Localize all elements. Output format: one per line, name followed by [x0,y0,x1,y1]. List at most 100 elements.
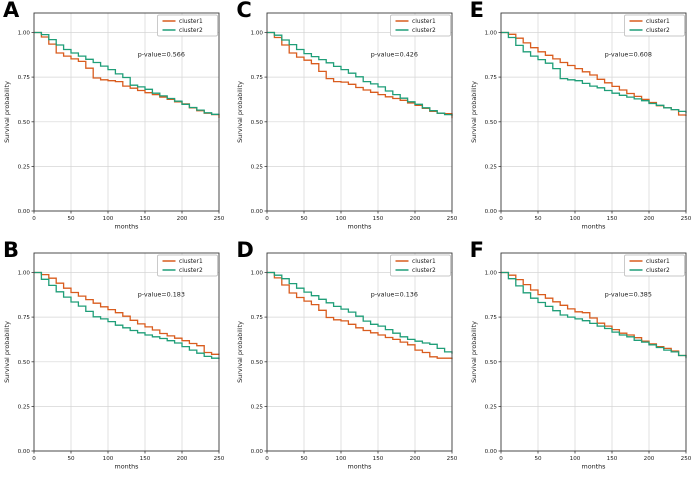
cluster2-curve [500,31,687,114]
y-tick-label: 0.25 [18,164,31,170]
y-tick-label: 1.00 [484,31,497,37]
tick-marks [31,272,220,454]
legend: cluster1 cluster2 [390,254,452,277]
cluster1-curve [500,271,687,357]
y-tick-label: 0.50 [18,120,31,126]
km-panel-A: A 0.00 0.25 0.50 0.75 1.00 0 50 100 150 200 250 mont… [0,0,233,240]
x-axis-label: months [581,462,606,470]
axes-box [266,12,453,212]
y-tick-label: 0.25 [251,404,264,410]
y-axis-label: Survival probability [3,81,11,143]
x-tick-label: 50 [67,456,75,462]
legend-label-cluster2: cluster2 [412,28,436,34]
x-tick-label: 150 [606,456,617,462]
y-tick-label: 0.75 [251,315,264,321]
x-tick-label: 50 [534,456,542,462]
y-tick-label: 0.50 [251,360,264,366]
p-value-annotation: p-value=0.136 [371,291,418,299]
legend-label-cluster1: cluster1 [412,19,436,25]
x-tick-label: 0 [499,216,503,222]
x-tick-label: 150 [373,456,384,462]
cluster1-curve [33,271,220,355]
x-tick-label: 100 [103,456,114,462]
legend: cluster1 cluster2 [623,14,685,37]
y-tick-label: 1.00 [251,31,264,37]
panel-label-A: A [3,0,20,22]
y-tick-label: 0.50 [484,120,497,126]
x-tick-label: 250 [214,216,225,222]
x-tick-label: 100 [336,216,347,222]
x-tick-label: 0 [32,456,36,462]
gridlines [33,13,220,212]
y-tick-label: 0.25 [251,164,264,170]
x-tick-label: 50 [301,456,309,462]
x-tick-label: 200 [177,456,188,462]
x-axis-label: months [114,222,139,230]
x-tick-label: 0 [266,456,270,462]
y-tick-label: 0.00 [484,209,497,215]
tick-marks [498,32,687,214]
tick-marks [498,272,687,454]
axes-box [500,12,687,212]
cluster1-curve [500,31,687,117]
survival-plot-D: 0.00 0.25 0.50 0.75 1.00 0 50 100 150 200 250 month… [236,252,458,470]
y-tick-label: 0.75 [484,75,497,81]
y-tick-label: 0.25 [484,404,497,410]
x-tick-label: 250 [447,456,458,462]
x-tick-label: 150 [373,216,384,222]
y-tick-label: 1.00 [18,31,31,37]
survival-plot-C: 0.00 0.25 0.50 0.75 1.00 0 50 100 150 200 250 month… [236,12,458,230]
x-tick-label: 200 [410,216,421,222]
y-tick-label: 0.75 [251,75,264,81]
x-tick-label: 250 [680,456,691,462]
y-tick-label: 1.00 [484,271,497,277]
legend-label-cluster2: cluster2 [646,28,670,34]
p-value-annotation: p-value=0.566 [138,51,185,59]
x-tick-label: 200 [643,216,654,222]
x-tick-label: 150 [140,216,151,222]
y-tick-label: 0.75 [18,315,31,321]
km-panel-B: B 0.00 0.25 0.50 0.75 1.00 0 50 100 150 200 250 mont… [0,238,233,480]
y-tick-label: 0.25 [484,164,497,170]
legend-label-cluster2: cluster2 [179,268,203,274]
y-tick-label: 0.00 [251,209,264,215]
km-panel-F: F 0.00 0.25 0.50 0.75 1.00 0 50 100 150 200 250 mont… [467,238,700,480]
legend-label-cluster2: cluster2 [646,268,670,274]
cluster2-curve [267,31,453,117]
cluster1-curve [267,271,453,360]
x-tick-label: 250 [447,216,458,222]
y-axis-label: Survival probability [3,321,11,383]
cluster2-curve [267,271,453,354]
tick-marks [31,32,220,214]
tick-marks [264,32,453,214]
cluster2-curve [33,31,220,115]
x-tick-label: 0 [266,216,270,222]
y-tick-label: 1.00 [251,271,264,277]
x-axis-label: months [114,462,139,470]
x-tick-label: 100 [336,456,347,462]
survival-plot-F: 0.00 0.25 0.50 0.75 1.00 0 50 100 150 200 250 month… [470,252,691,470]
x-tick-label: 200 [410,456,421,462]
panel-label-C: C [236,0,252,22]
km-panel-E: E 0.00 0.25 0.50 0.75 1.00 0 50 100 150 200 250 mont… [467,0,700,240]
x-tick-label: 200 [643,456,654,462]
legend-label-cluster1: cluster1 [179,259,203,265]
gridlines [266,13,453,212]
y-tick-label: 0.25 [18,404,31,410]
y-tick-label: 0.75 [484,315,497,321]
legend: cluster1 cluster2 [157,254,218,277]
x-tick-label: 50 [534,216,542,222]
x-tick-label: 0 [499,456,503,462]
legend: cluster1 cluster2 [623,254,685,277]
legend-label-cluster2: cluster2 [179,28,203,34]
x-tick-label: 200 [177,216,188,222]
km-panel-C: C 0.00 0.25 0.50 0.75 1.00 0 50 100 150 200 250 mont… [233,0,466,240]
panel-label-E: E [469,0,485,22]
y-axis-label: Survival probability [470,81,478,143]
x-tick-label: 0 [32,216,36,222]
cluster1-curve [267,31,453,119]
x-tick-label: 50 [67,216,75,222]
x-tick-label: 50 [301,216,309,222]
y-tick-label: 0.75 [18,75,31,81]
